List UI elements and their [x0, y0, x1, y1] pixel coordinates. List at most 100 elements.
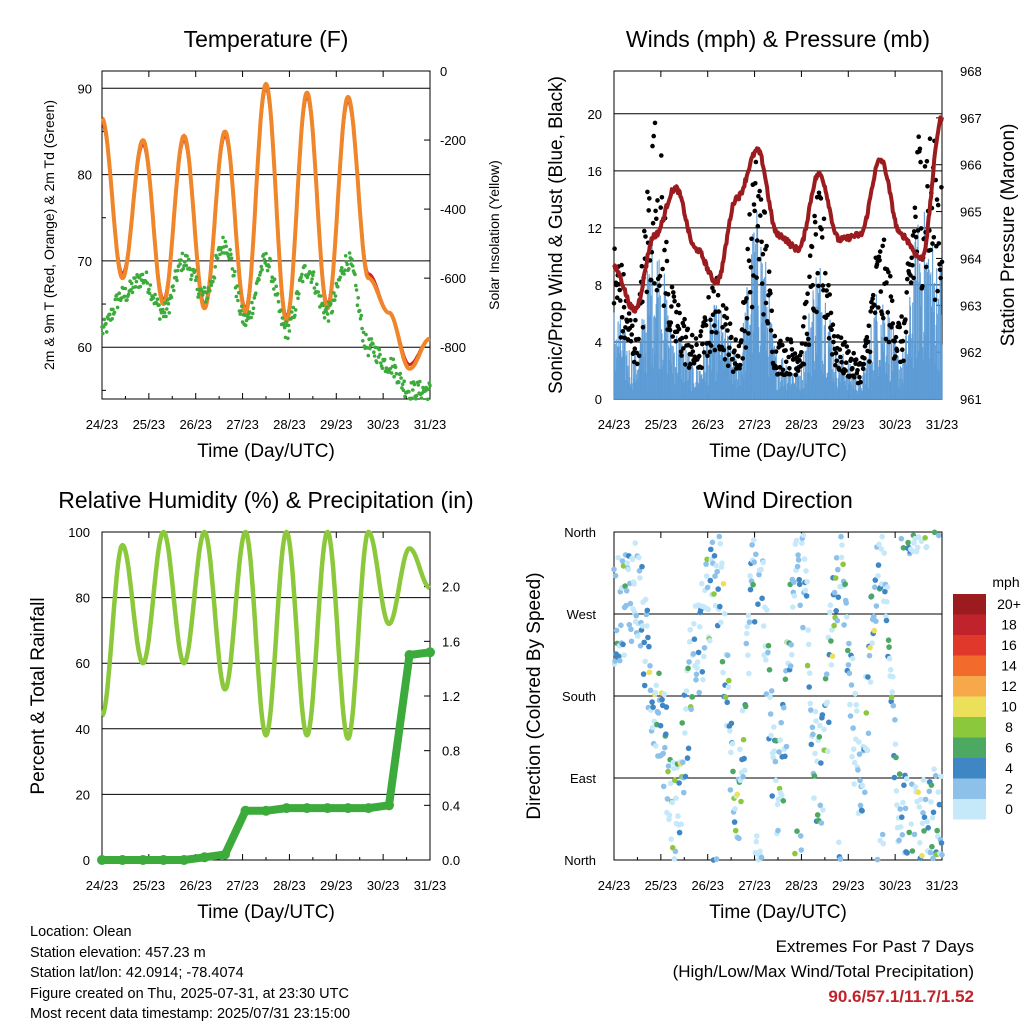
- direction-point: [757, 848, 763, 855]
- direction-point: [811, 773, 818, 779]
- direction-point: [615, 554, 621, 561]
- direction-point: [665, 768, 671, 775]
- gust-point: [936, 241, 942, 246]
- direction-point: [679, 720, 685, 726]
- direction-point: [725, 684, 732, 690]
- direction-point: [782, 676, 789, 683]
- data-point: [133, 285, 138, 289]
- data-point: [425, 397, 430, 402]
- direction-point: [839, 542, 845, 548]
- direction-point: [888, 694, 895, 701]
- data-point: [345, 262, 350, 267]
- data-point: [353, 272, 357, 277]
- gust-point: [821, 216, 827, 222]
- gust-point: [753, 159, 759, 165]
- direction-point: [865, 674, 871, 680]
- gust-point: [805, 291, 810, 297]
- direction-point: [644, 623, 650, 629]
- data-point: [372, 354, 377, 358]
- data-point: [196, 295, 200, 299]
- pressure-line: [612, 115, 944, 314]
- data-point: [375, 360, 379, 365]
- direction-point: [883, 617, 890, 624]
- legend-swatch: [953, 655, 986, 676]
- direction-point: [844, 614, 850, 620]
- data-point: [262, 257, 267, 262]
- gust-point: [764, 243, 769, 249]
- direction-point: [628, 626, 634, 633]
- x-tick-label: 30/23: [879, 878, 912, 893]
- data-point: [158, 317, 162, 321]
- gust-point: [736, 354, 741, 359]
- y2-tick-label: 0: [440, 64, 447, 79]
- gust-point: [648, 277, 654, 283]
- direction-point: [759, 595, 765, 602]
- gust-point: [880, 243, 885, 249]
- direction-point: [892, 741, 899, 747]
- gust-point: [763, 300, 769, 306]
- data-point: [332, 298, 337, 302]
- direction-point: [719, 560, 725, 566]
- direction-point: [663, 731, 669, 737]
- gust-point: [732, 348, 737, 354]
- direction-point: [795, 557, 802, 563]
- gust-point: [828, 310, 834, 316]
- gust-point: [703, 317, 708, 323]
- x-tick-label: 26/23: [691, 417, 724, 432]
- direction-point: [936, 532, 942, 539]
- data-point: [293, 313, 297, 318]
- direction-point: [889, 689, 896, 695]
- data-point: [144, 270, 149, 275]
- y2-tick-label: -400: [440, 202, 466, 217]
- direction-point: [939, 852, 945, 858]
- legend-label: 6: [1005, 740, 1013, 756]
- data-point: [299, 275, 303, 280]
- direction-point: [897, 806, 903, 812]
- gust-point: [912, 205, 918, 211]
- x-tick-label: 24/23: [86, 878, 119, 893]
- y2-tick-label: 964: [960, 251, 982, 266]
- data-point: [185, 254, 189, 258]
- gust-point: [659, 153, 664, 158]
- gust-point: [715, 292, 721, 298]
- direction-point: [875, 562, 882, 568]
- direction-point: [724, 652, 731, 659]
- direction-point: [833, 608, 839, 614]
- direction-point: [683, 688, 690, 694]
- data-point: [197, 292, 201, 296]
- direction-point: [863, 710, 870, 716]
- data-point: [355, 303, 360, 308]
- gust-point: [688, 361, 693, 367]
- direction-point: [616, 653, 622, 660]
- direction-point: [705, 606, 711, 613]
- direction-point: [884, 584, 891, 590]
- series-3: [100, 235, 432, 402]
- gust-point: [823, 270, 828, 276]
- gust-point: [682, 316, 687, 322]
- data-point: [333, 294, 338, 298]
- direction-point: [832, 575, 839, 581]
- gust-point: [913, 214, 918, 220]
- precip-point: [179, 855, 189, 865]
- legend-swatch: [953, 799, 986, 820]
- direction-point: [646, 643, 652, 650]
- direction-point: [884, 599, 890, 605]
- gust-point: [877, 258, 882, 263]
- direction-point: [850, 746, 857, 752]
- gust-point: [800, 324, 806, 329]
- gust-point: [920, 283, 925, 289]
- data-point: [414, 396, 418, 401]
- gust-point: [658, 205, 663, 210]
- gust-point: [720, 325, 725, 330]
- y2-tick-label: -200: [440, 133, 466, 148]
- extremes-box: Extremes For Past 7 Days (High/Low/Max W…: [673, 934, 974, 1009]
- direction-point: [916, 804, 923, 810]
- direction-point: [796, 581, 803, 588]
- data-point: [147, 287, 151, 292]
- direction-point: [932, 772, 939, 779]
- gust-point: [814, 309, 819, 315]
- direction-point: [694, 665, 700, 671]
- x-axis-label: Time (Day/UTC): [709, 441, 847, 462]
- gust-point: [748, 265, 754, 270]
- direction-point: [897, 824, 904, 830]
